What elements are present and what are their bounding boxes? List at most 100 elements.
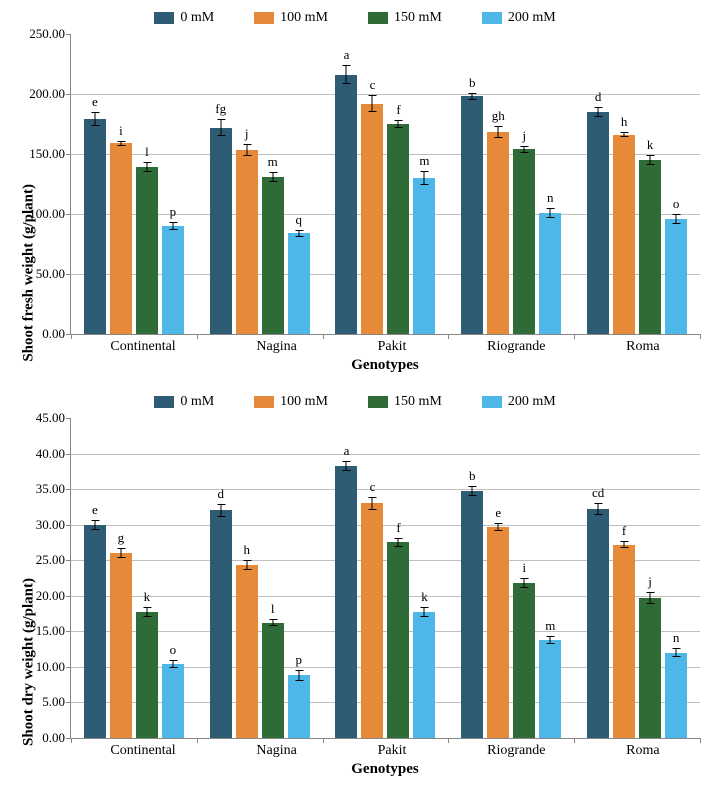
x-tick-mark — [448, 738, 449, 743]
bar-sig-label: e — [92, 94, 98, 110]
x-tick-label: Continental — [110, 339, 175, 355]
error-bar — [550, 208, 551, 218]
y-tick-label: 15.00 — [36, 623, 71, 639]
error-bar — [598, 503, 599, 514]
error-bar — [94, 520, 95, 530]
bar: d — [587, 112, 609, 334]
y-tick-label: 40.00 — [36, 446, 71, 462]
bar-sig-label: q — [295, 212, 302, 228]
legend-item: 150 mM — [368, 394, 442, 410]
error-bar — [220, 504, 221, 517]
error-bar — [120, 548, 121, 558]
y-tick-label: 0.00 — [42, 730, 71, 746]
y-tick-label: 25.00 — [36, 552, 71, 568]
bar-sig-label: m — [419, 153, 429, 169]
bar: c — [361, 104, 383, 334]
x-tick-mark — [323, 334, 324, 339]
chart-0: 0 mM100 mM150 mM200 mMShoot fresh weight… — [10, 10, 700, 374]
error-bar — [172, 660, 173, 669]
bar-sig-label: gh — [492, 108, 505, 124]
error-bar — [372, 497, 373, 510]
legend-label: 100 mM — [280, 10, 328, 26]
legend-item: 0 mM — [154, 10, 214, 26]
legend-swatch — [254, 396, 274, 408]
bar-group: d hlp — [210, 418, 310, 738]
x-tick-mark — [448, 334, 449, 339]
x-tick-mark — [197, 738, 198, 743]
bar: p — [162, 226, 184, 334]
bar: l — [262, 623, 284, 738]
bar-sig-label: k — [144, 589, 151, 605]
x-tick-mark — [700, 334, 701, 339]
y-tick-label: 0.00 — [42, 326, 71, 342]
error-bar — [94, 112, 95, 126]
bar: a — [335, 466, 357, 738]
bar: f — [387, 542, 409, 738]
y-tick-label: 35.00 — [36, 481, 71, 497]
bar-sig-label: c — [370, 77, 376, 93]
error-bar — [624, 132, 625, 137]
legend-swatch — [154, 12, 174, 24]
x-labels: ContinentalNaginaPakitRiograndeRoma — [70, 743, 700, 759]
bar-sig-label: l — [145, 144, 149, 160]
legend-item: 150 mM — [368, 10, 442, 26]
x-tick-label: Roma — [626, 339, 659, 355]
bar-sig-label: n — [547, 190, 554, 206]
bar: n — [665, 653, 687, 738]
bar-group: eilp — [84, 34, 184, 334]
bar-sig-label: j — [245, 126, 249, 142]
error-bar — [346, 461, 347, 471]
bar: o — [665, 219, 687, 334]
bar: h — [236, 565, 258, 738]
x-tick-mark — [574, 738, 575, 743]
legend: 0 mM100 mM150 mM200 mM — [10, 10, 700, 26]
bar-group: acfm — [335, 34, 435, 334]
bar: j — [236, 150, 258, 334]
error-bar — [524, 578, 525, 588]
bar-group: fgjmq — [210, 34, 310, 334]
error-bar — [146, 607, 147, 617]
legend-swatch — [368, 396, 388, 408]
error-bar — [172, 222, 173, 229]
legend-label: 100 mM — [280, 394, 328, 410]
x-tick-mark — [700, 738, 701, 743]
bar-sig-label: o — [673, 196, 680, 212]
error-bar — [346, 65, 347, 84]
x-labels: ContinentalNaginaPakitRiograndeRoma — [70, 339, 700, 355]
bar-sig-label: p — [170, 204, 177, 220]
legend-item: 100 mM — [254, 394, 328, 410]
x-tick-mark — [71, 738, 72, 743]
bar: k — [413, 612, 435, 738]
error-bar — [220, 119, 221, 136]
bar: i — [513, 583, 535, 738]
error-bar — [472, 93, 473, 100]
bar-sig-label: f — [396, 102, 400, 118]
x-axis-title: Genotypes — [70, 357, 700, 374]
bar: fg — [210, 128, 232, 334]
bar: q — [288, 233, 310, 334]
bar-sig-label: f — [396, 520, 400, 536]
bar: b — [461, 96, 483, 334]
x-tick-label: Nagina — [256, 339, 296, 355]
bar: p — [288, 675, 310, 738]
y-tick-label: 150.00 — [29, 146, 71, 162]
x-tick-label: Pakit — [378, 743, 407, 759]
plot-area: Shoot dry weight (g/plant)0.005.0010.001… — [70, 418, 700, 739]
y-tick-label: 30.00 — [36, 517, 71, 533]
error-bar — [676, 648, 677, 657]
bar-sig-label: o — [170, 642, 177, 658]
bar-sig-label: d — [595, 89, 602, 105]
bar-sig-label: m — [268, 154, 278, 170]
error-bar — [372, 95, 373, 112]
y-tick-label: 100.00 — [29, 206, 71, 222]
y-tick-label: 5.00 — [42, 694, 71, 710]
legend-label: 0 mM — [180, 10, 214, 26]
y-tick-label: 20.00 — [36, 588, 71, 604]
legend-label: 0 mM — [180, 394, 214, 410]
bar-group: beim — [461, 418, 561, 738]
bar-sig-label: d — [217, 486, 224, 502]
error-bar — [398, 120, 399, 127]
bar: e — [487, 527, 509, 738]
error-bar — [424, 607, 425, 617]
bar: a — [335, 75, 357, 334]
